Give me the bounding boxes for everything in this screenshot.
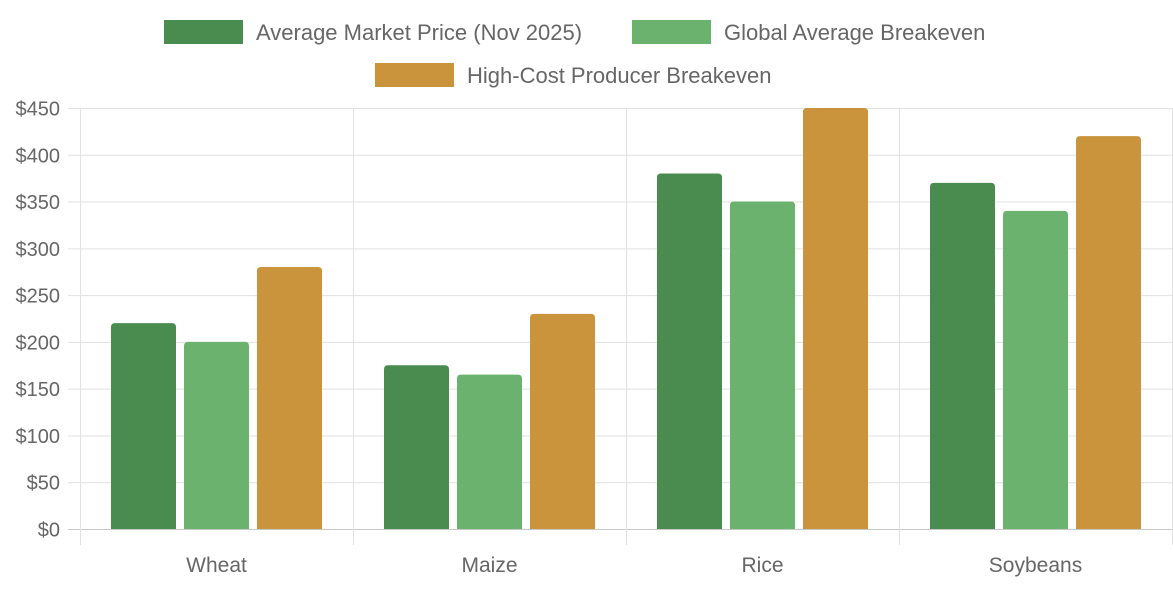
x-tick-label: Soybeans [989,554,1082,577]
bar-maize-2 [457,374,522,529]
legend-swatch [632,20,711,44]
y-tick-label: $250 [16,286,61,308]
bar-rice-3 [803,108,868,529]
x-tick-label: Maize [461,554,517,577]
y-tick-label: $150 [16,379,61,401]
legend-label: High-Cost Producer Breakeven [467,63,771,88]
bar-soybeans-2 [1003,210,1068,529]
x-tick-label: Wheat [186,554,247,577]
bar-rice-2 [730,201,795,530]
bar-maize-1 [384,365,449,529]
bar-rice-1 [657,173,722,529]
bar-maize-3 [530,313,595,529]
grid: $0 $50 $100 $150 $200 $250 $300 $350 $400 $450 [16,99,1173,545]
bar-wheat-1 [111,323,176,529]
y-tick-label: $0 [38,520,60,542]
y-tick-label: $100 [16,426,61,448]
legend-swatch [375,63,454,87]
y-tick-label: $50 [27,473,60,495]
y-tick-label: $400 [16,145,61,167]
legend: Average Market Price (Nov 2025) Global Av… [164,20,985,88]
bar-soybeans-3 [1076,136,1141,530]
legend-swatch [164,20,243,44]
legend-label: Average Market Price (Nov 2025) [256,20,582,45]
bar-wheat-2 [184,341,249,529]
bar-soybeans-1 [930,182,995,529]
bar-wheat-3 [257,267,322,529]
x-tick-label: Rice [741,554,783,577]
bars: Wheat Maize Rice Soybeans [111,108,1141,577]
y-tick-label: $350 [16,192,61,214]
y-tick-label: $450 [16,99,61,121]
y-tick-label: $200 [16,332,61,354]
y-tick-label: $300 [16,239,61,261]
legend-label: Global Average Breakeven [724,20,985,45]
